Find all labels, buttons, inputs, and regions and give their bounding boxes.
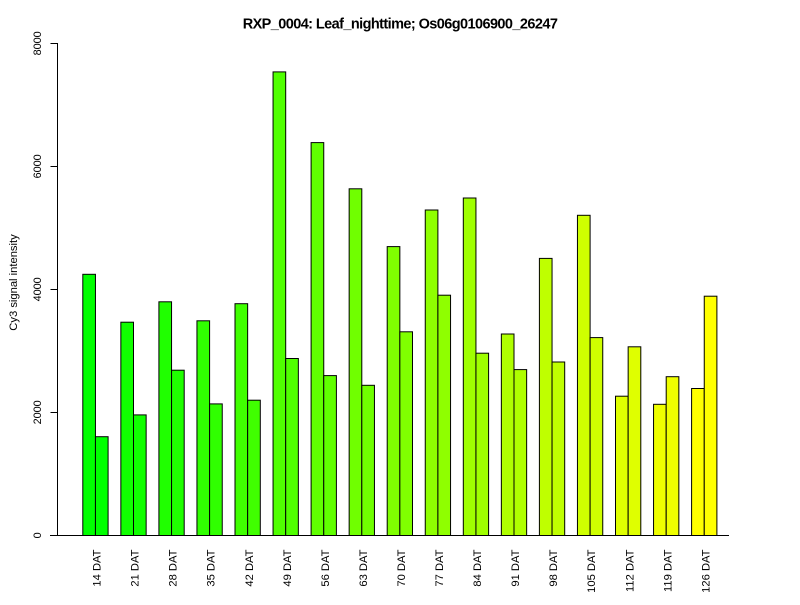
svg-text:105 DAT: 105 DAT [586, 549, 598, 592]
svg-text:Cy3 signal intensity: Cy3 signal intensity [8, 234, 20, 331]
svg-text:119 DAT: 119 DAT [662, 549, 674, 592]
svg-text:56 DAT: 56 DAT [320, 549, 332, 586]
svg-text:35 DAT: 35 DAT [206, 549, 218, 586]
svg-text:63 DAT: 63 DAT [358, 549, 370, 586]
svg-text:112 DAT: 112 DAT [624, 549, 636, 592]
svg-text:77 DAT: 77 DAT [434, 549, 446, 586]
svg-text:4000: 4000 [32, 277, 44, 301]
svg-text:0: 0 [32, 532, 44, 538]
svg-text:98 DAT: 98 DAT [548, 549, 560, 586]
svg-text:84 DAT: 84 DAT [472, 549, 484, 586]
svg-text:126 DAT: 126 DAT [700, 549, 712, 592]
svg-text:42 DAT: 42 DAT [244, 549, 256, 586]
svg-text:70 DAT: 70 DAT [396, 549, 408, 586]
svg-text:2000: 2000 [32, 400, 44, 424]
svg-text:14 DAT: 14 DAT [92, 549, 104, 586]
svg-text:21 DAT: 21 DAT [130, 549, 142, 586]
svg-text:91 DAT: 91 DAT [510, 549, 522, 586]
svg-text:RXP_0004: Leaf_nighttime; Os06: RXP_0004: Leaf_nighttime; Os06g0106900_2… [243, 16, 558, 32]
svg-text:6000: 6000 [32, 154, 44, 178]
svg-text:8000: 8000 [32, 31, 44, 55]
svg-text:49 DAT: 49 DAT [282, 549, 294, 586]
svg-text:28 DAT: 28 DAT [168, 549, 180, 586]
